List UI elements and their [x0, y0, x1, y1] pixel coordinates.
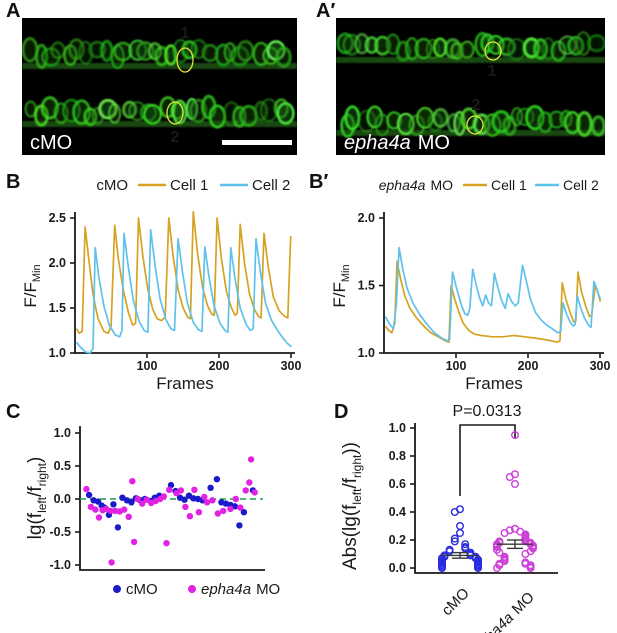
- cell2-marker: 2: [171, 129, 180, 146]
- cell2-marker: 2: [472, 97, 481, 114]
- y-tick-label: 1.0: [49, 346, 66, 360]
- traces: [384, 246, 602, 344]
- chart-title: epha4a MO: [379, 177, 453, 193]
- y-ticks: [379, 217, 384, 354]
- y-axis-label: F/FMin: [330, 264, 352, 307]
- legend-dot-cmo: [113, 585, 121, 593]
- panel-letter-a2: A′: [316, 0, 336, 22]
- cell1-outline: [484, 41, 502, 61]
- x-tick-label: 200: [518, 359, 539, 373]
- y-tick-label: 2.5: [49, 211, 66, 225]
- y-tick-label: 0.8: [389, 449, 406, 463]
- cell2-outline: [466, 115, 484, 135]
- x-axis-label: Frames: [465, 374, 523, 393]
- x-tick-label: 300: [590, 359, 611, 373]
- chart-legend: epha4a MO Cell 1 Cell 2: [379, 177, 599, 193]
- y-tick-label: 0.6: [389, 477, 406, 491]
- condition-label: cMO: [30, 132, 72, 154]
- mean-sem-bar: [497, 539, 533, 550]
- cells-layer: [22, 37, 297, 129]
- cell2-outline: [166, 101, 184, 125]
- axes: [414, 423, 558, 574]
- x-axis-label: Frames: [156, 374, 214, 393]
- y-axis-label: Abs(lg(fleft/fright)): [340, 442, 364, 570]
- legend-label-cell1: Cell 1: [491, 177, 527, 193]
- series-cmo: [85, 476, 257, 531]
- condition-label: epha4a MO: [344, 132, 450, 154]
- axes: [79, 426, 265, 571]
- y-axis-label: lg(fleft/fright): [25, 457, 49, 540]
- y-tick-label: -1.0: [49, 558, 71, 572]
- trace-cell-2: [384, 246, 602, 342]
- y-tick-label: 0.4: [389, 505, 406, 519]
- micrograph-epha4a-mo: 1 2 epha4a MO: [336, 18, 605, 155]
- panel-letter-c: C: [6, 401, 21, 423]
- scatter-points: [83, 456, 258, 566]
- legend-dot-epha4a: [188, 585, 196, 593]
- panel-letter-a: A: [6, 0, 21, 22]
- legend-label-cell1: Cell 1: [170, 177, 208, 194]
- line-chart-epha4a-mo: epha4a MO Cell 1 Cell 2 2.0 1.5 1.0 100 2…: [330, 177, 611, 393]
- trace-cell-2: [75, 228, 292, 354]
- x-tick-label: 300: [281, 359, 302, 373]
- panel-letter-b2: B′: [309, 171, 329, 193]
- x-tick-label: 200: [209, 359, 230, 373]
- legend-label-epha4a: epha4a MO: [201, 581, 280, 598]
- panel-letter-b: B: [6, 171, 21, 193]
- traces: [75, 210, 292, 354]
- significance-bracket: [459, 424, 516, 496]
- cell1-outline: [176, 47, 194, 73]
- cell1-marker: 1: [488, 63, 497, 80]
- micrograph-background: [22, 18, 297, 155]
- chart-legend: cMO epha4a MO: [113, 581, 280, 598]
- legend-label-cmo: cMO: [126, 581, 158, 598]
- legend-label-cell2: Cell 2: [252, 177, 290, 194]
- y-tick-label: 0.2: [389, 533, 406, 547]
- y-axis-label: F/FMin: [21, 264, 43, 307]
- legend-label-cell2: Cell 2: [563, 177, 599, 193]
- x-ticks: [146, 353, 292, 358]
- trace-cell-1: [75, 210, 292, 335]
- group-epha4a-mo: [492, 431, 537, 572]
- y-tick-label: 1.0: [358, 346, 375, 360]
- mean-sem-bar: [442, 551, 478, 559]
- y-tick-label: 1.5: [358, 279, 375, 293]
- trace-cell-1: [384, 260, 602, 344]
- y-tick-label: 1.0: [389, 421, 406, 435]
- y-tick-label: -0.5: [49, 525, 71, 539]
- series-epha4a-mo: [83, 456, 258, 566]
- y-tick-label: 2.0: [49, 256, 66, 270]
- y-tick-label: 0.0: [389, 561, 406, 575]
- cells-layer: [336, 31, 605, 138]
- y-tick-label: 0.0: [54, 492, 71, 506]
- y-tick-label: 1.0: [54, 426, 71, 440]
- panel-letter-d: D: [334, 401, 349, 423]
- line-chart-cmo: cMO Cell 1 Cell 2 2.5 2.0 1.5 1.0 100 20…: [21, 177, 302, 393]
- y-ticks: [75, 432, 80, 566]
- p-value: P=0.0313: [453, 403, 522, 420]
- dotplot-abs-lr-ratio: P=0.0313 1.0 0.8 0.6 0.4 0.2 0.0 Abs(lg(…: [340, 403, 558, 633]
- x-tick-label: 100: [446, 359, 467, 373]
- chart-legend: cMO Cell 1 Cell 2: [96, 177, 290, 194]
- scale-bar: [222, 140, 292, 145]
- y-ticks: [70, 217, 75, 354]
- chart-title: cMO: [96, 177, 128, 194]
- group-cmo: [437, 505, 482, 572]
- scatter-lr-ratio: 1.0 0.5 0.0 -0.5 -1.0 lg(fleft/fright) c…: [25, 426, 280, 598]
- y-tick-label: 1.5: [49, 301, 66, 315]
- x-ticks: [455, 353, 601, 358]
- x-tick-label: 100: [137, 359, 158, 373]
- y-ticks: [410, 427, 415, 569]
- y-tick-label: 0.5: [54, 459, 71, 473]
- x-category-cmo: cMO: [438, 585, 472, 619]
- cell1-marker: 1: [181, 25, 190, 42]
- micrograph-cmo: 1 2 cMO: [22, 18, 297, 155]
- dot-groups: [437, 431, 537, 572]
- y-tick-label: 2.0: [358, 211, 375, 225]
